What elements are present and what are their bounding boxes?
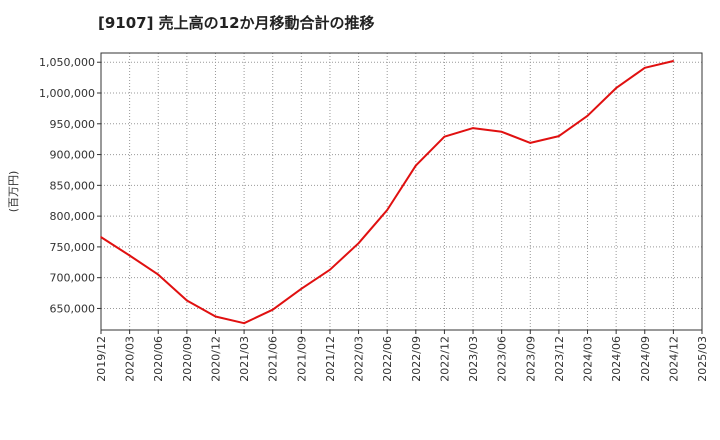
data-point	[615, 87, 617, 89]
y-tick-label: 800,000	[50, 210, 96, 223]
data-point	[329, 268, 331, 271]
data-point	[271, 308, 274, 311]
x-tick-label: 2023/12	[553, 336, 566, 382]
data-point	[357, 242, 360, 245]
y-tick-label: 700,000	[50, 272, 96, 285]
y-tick-label: 1,050,000	[39, 56, 95, 69]
x-tick-label: 2022/09	[410, 336, 423, 382]
data-point	[500, 130, 503, 133]
x-tick-label: 2022/12	[438, 336, 451, 382]
x-tick-label: 2025/03	[696, 336, 709, 382]
data-point	[672, 60, 675, 62]
data-point	[100, 236, 102, 238]
y-tick-label: 950,000	[50, 118, 96, 131]
y-axis-label: (百万円)	[7, 171, 20, 213]
x-tick-label: 2019/12	[95, 336, 108, 382]
x-tick-label: 2022/03	[353, 336, 366, 382]
data-point	[443, 135, 446, 138]
data-point	[472, 127, 474, 129]
data-point	[558, 135, 560, 137]
plot-area	[101, 53, 702, 330]
plot-border	[100, 52, 703, 331]
data-point	[243, 322, 245, 325]
data-point	[157, 273, 160, 276]
y-tick-label: 1,000,000	[39, 87, 95, 100]
y-tick-label: 750,000	[50, 241, 96, 254]
x-tick-label: 2023/06	[496, 336, 509, 382]
x-tick-label: 2023/09	[524, 336, 537, 382]
x-tick-label: 2020/12	[209, 336, 222, 382]
x-tick-label: 2020/06	[152, 336, 165, 382]
data-point	[386, 209, 388, 211]
x-tick-label: 2021/06	[267, 336, 280, 382]
data-point	[415, 164, 417, 167]
data-point	[128, 254, 131, 257]
chart-title: [9107] 売上高の12か月移動合計の推移	[98, 14, 375, 32]
data-point	[300, 287, 303, 290]
y-tick-label: 900,000	[50, 149, 96, 162]
data-point	[586, 114, 589, 117]
x-tick-label: 2021/03	[238, 336, 251, 382]
data-point	[214, 315, 217, 318]
x-tick-label: 2023/03	[467, 336, 480, 382]
y-tick-label: 850,000	[50, 179, 96, 192]
x-tick-label: 2022/06	[381, 336, 394, 382]
x-tick-label: 2021/09	[295, 336, 308, 382]
x-tick-label: 2024/09	[639, 336, 652, 382]
x-tick-label: 2020/03	[124, 336, 137, 382]
x-tick-label: 2024/06	[610, 336, 623, 382]
y-tick-label: 650,000	[50, 302, 96, 315]
x-tick-label: 2024/12	[667, 336, 680, 382]
data-point	[529, 142, 532, 144]
x-tick-label: 2021/12	[324, 336, 337, 382]
x-tick-label: 2020/09	[181, 336, 194, 382]
data-point	[643, 66, 646, 69]
x-tick-label: 2024/03	[582, 336, 595, 382]
data-point	[186, 299, 188, 302]
